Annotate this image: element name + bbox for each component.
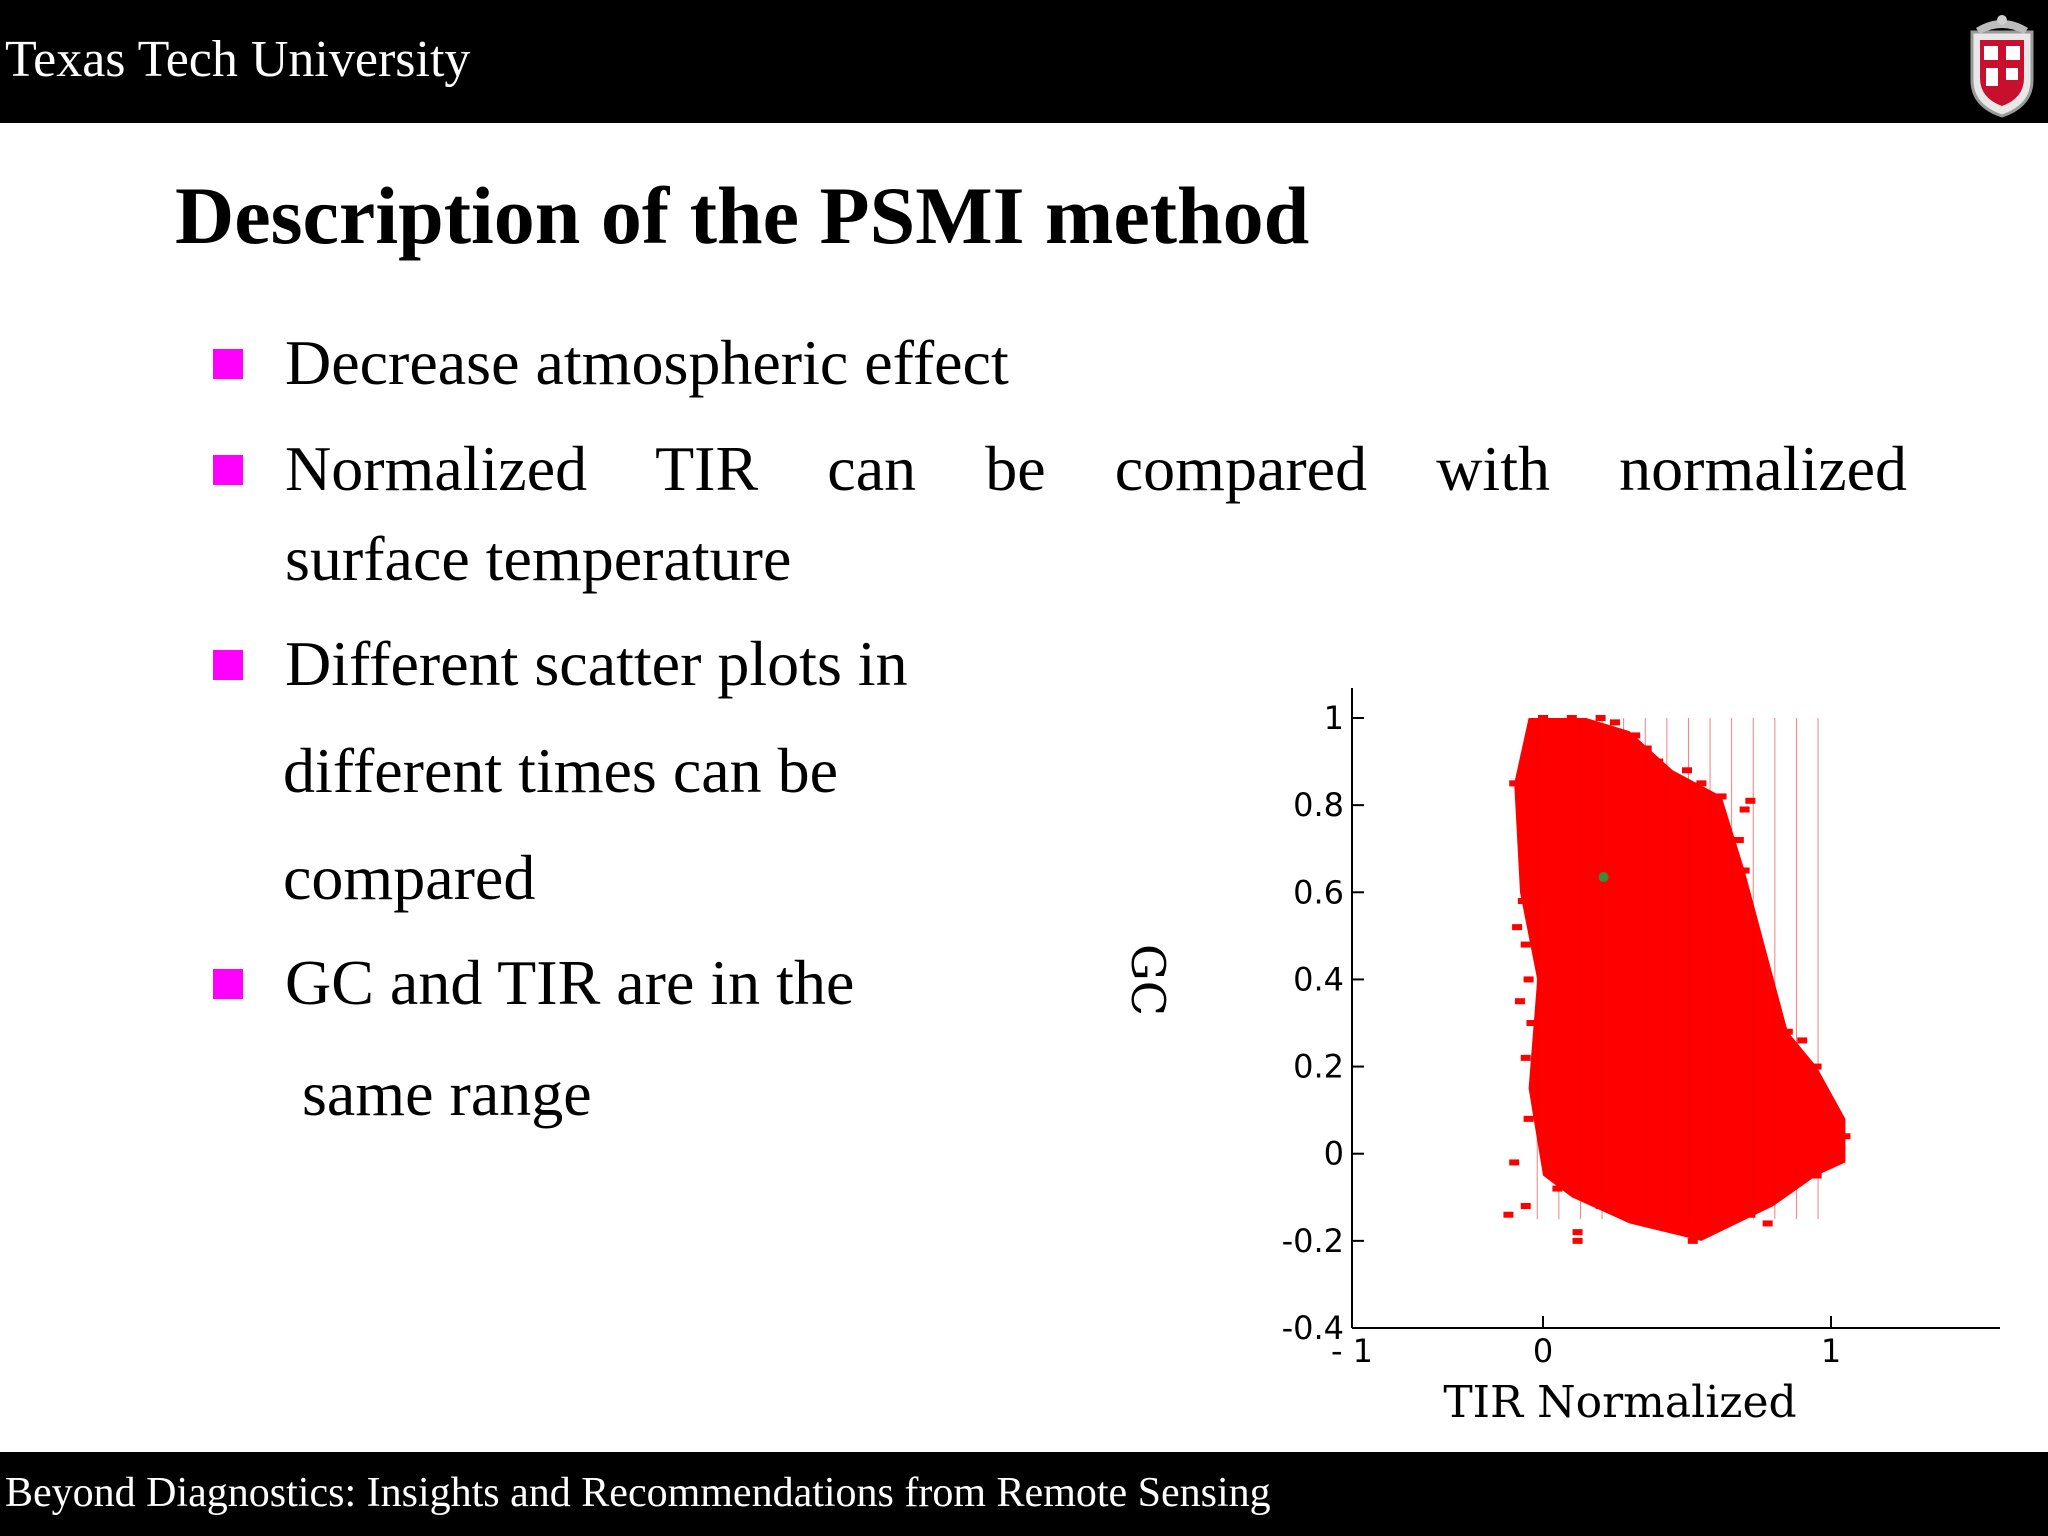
organization-name: Texas Tech University — [5, 31, 471, 88]
scatter-point — [1745, 911, 1756, 918]
y-axis-label: GC — [1121, 944, 1175, 1016]
x-tick-label: - 1 — [1331, 1332, 1373, 1370]
bullet-1-line-1: Decrease atmospheric effect — [285, 327, 1009, 398]
slide-title: Description of the PSMI method — [175, 170, 1310, 261]
scatter-point — [1595, 1203, 1606, 1209]
scatter-point — [1682, 802, 1692, 809]
scatter-point — [1523, 976, 1534, 983]
x-axis-label: TIR Normalized — [1443, 1377, 1796, 1428]
scatter-point — [1745, 1211, 1756, 1218]
bullet-2-line-1: Normalized TIR can be compared with norm… — [285, 433, 1907, 504]
scatter-point — [1710, 823, 1721, 830]
scatter-point — [1638, 1216, 1649, 1223]
scatter-point — [1572, 1237, 1583, 1244]
scatter-point — [1811, 1063, 1822, 1070]
scatter-point — [1503, 1211, 1514, 1218]
scatter-point — [1782, 1028, 1793, 1035]
scatter-point — [1514, 998, 1525, 1005]
scatter-point — [1529, 1085, 1540, 1092]
scatter-point — [1653, 758, 1664, 765]
scatter-point — [1509, 780, 1520, 787]
scatter-point — [1710, 1224, 1721, 1231]
scatter-point — [1523, 1115, 1534, 1122]
highlight-point — [1598, 872, 1609, 883]
scatter-point — [1696, 780, 1707, 787]
y-tick-label: -0.4 — [1282, 1309, 1344, 1347]
scatter-point — [1595, 715, 1606, 721]
scatter-point — [1831, 1150, 1842, 1157]
scatter-point — [1512, 924, 1523, 931]
bullet-4-line-2: same range — [302, 1058, 592, 1129]
bullet-3-line-3: compared — [283, 842, 536, 913]
bullet-2-line-2: surface temperature — [285, 523, 792, 594]
scatter-point — [1716, 793, 1727, 800]
scatter-point — [1520, 1054, 1531, 1061]
scatter-point — [1733, 837, 1744, 843]
scatter-point — [1610, 719, 1620, 726]
scatter-point — [1831, 1115, 1842, 1122]
bullet-4-line-1: GC and TIR are in the — [285, 947, 855, 1018]
bullet-marker — [213, 650, 243, 680]
scatter-chart: 1 0.8 0.6 0.4 0.2 0 -0.2 -0.4- 1 0 1 TIR Normalize… — [1121, 688, 2000, 1428]
scatter-point — [1739, 806, 1750, 813]
bullet-marker — [213, 455, 243, 485]
scatter-point — [1514, 793, 1525, 800]
scatter-point — [1552, 1185, 1563, 1192]
scatter-point — [1667, 776, 1678, 782]
university-seal-icon — [1970, 15, 2034, 118]
scatter-point — [1791, 1176, 1802, 1183]
scatter-point — [1797, 1037, 1808, 1044]
scatter-point — [1517, 898, 1528, 904]
scatter-point — [1811, 1172, 1822, 1179]
scatter-point — [1667, 1224, 1678, 1231]
header-bar: Texas Tech University — [0, 0, 2048, 123]
scatter-point — [1526, 1020, 1537, 1026]
scatter-point — [1520, 941, 1531, 948]
scatter-point — [1641, 745, 1652, 752]
x-tick-label: 0 — [1533, 1332, 1553, 1370]
bullet-3-line-1: Different scatter plots in — [285, 628, 908, 699]
scatter-point — [1745, 797, 1756, 804]
bullet-marker — [213, 349, 243, 379]
scatter-point — [1687, 1237, 1698, 1244]
bullet-marker — [213, 969, 243, 999]
scatter-point — [1572, 1229, 1583, 1236]
y-tick-label: 0.8 — [1293, 786, 1344, 824]
scatter-point — [1630, 732, 1641, 739]
y-tick-label: 0 — [1324, 1135, 1344, 1173]
point-cloud — [1514, 718, 1846, 1241]
scatter-point — [1696, 889, 1707, 896]
y-tick-label: 0.4 — [1293, 960, 1344, 998]
scatter-point — [1538, 715, 1548, 721]
scatter-point — [1509, 1159, 1520, 1166]
scatter-point — [1762, 1220, 1773, 1227]
scatter-point — [1820, 1098, 1831, 1105]
scatter-point — [1840, 1133, 1851, 1140]
footer-bar: Beyond Diagnostics: Insights and Recomme… — [0, 1452, 2048, 1536]
scatter-point — [1520, 1203, 1531, 1209]
y-tick-label: 0.6 — [1293, 873, 1344, 911]
scatter-point — [1566, 715, 1577, 721]
y-tick-label: 1 — [1324, 699, 1344, 737]
y-tick-label: 0.2 — [1293, 1048, 1344, 1086]
scatter-point — [1739, 867, 1750, 874]
y-tick-label: -0.2 — [1282, 1222, 1344, 1260]
x-tick-label: 1 — [1821, 1332, 1841, 1370]
scatter-point — [1682, 767, 1692, 774]
footer-text: Beyond Diagnostics: Insights and Recomme… — [5, 1470, 1271, 1516]
bullet-3-line-2: different times can be — [283, 735, 839, 806]
